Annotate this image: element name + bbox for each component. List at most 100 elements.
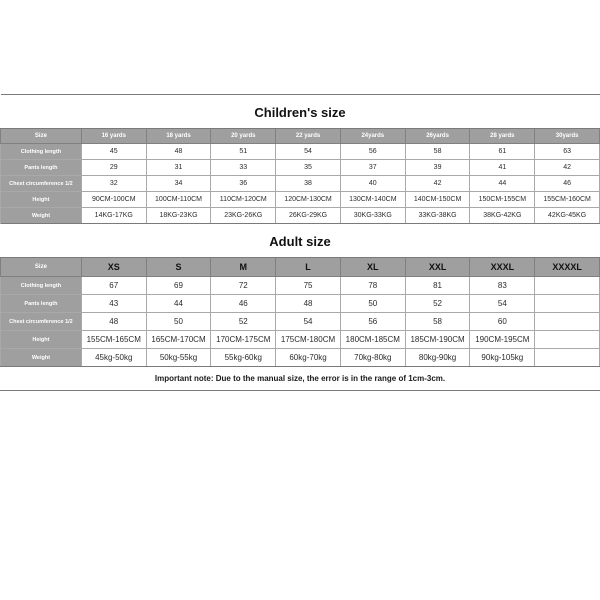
data-cell: 78 — [340, 277, 405, 295]
adult-header-cell: XXXXL — [535, 258, 600, 277]
children-header-cell: 22 yards — [276, 129, 341, 144]
data-cell: 40 — [340, 176, 405, 192]
data-cell: 58 — [405, 144, 470, 160]
data-cell: 56 — [340, 313, 405, 331]
data-cell: 44 — [470, 176, 535, 192]
data-cell: 190CM-195CM — [470, 331, 535, 349]
data-cell: 26KG-29KG — [276, 208, 341, 224]
data-cell: 30KG-33KG — [340, 208, 405, 224]
data-cell: 61 — [470, 144, 535, 160]
row-label: Chest circumference 1/2 — [1, 313, 82, 331]
data-cell: 58 — [405, 313, 470, 331]
row-label: Clothing length — [1, 144, 82, 160]
data-cell: 180CM-185CM — [340, 331, 405, 349]
row-label: Clothing length — [1, 277, 82, 295]
data-cell: 80kg-90kg — [405, 349, 470, 367]
data-cell: 150CM-155CM — [470, 192, 535, 208]
data-cell: 18KG-23KG — [146, 208, 211, 224]
children-header-cell: 20 yards — [211, 129, 276, 144]
data-cell: 54 — [470, 295, 535, 313]
row-label: Pants length — [1, 295, 82, 313]
data-cell: 37 — [340, 160, 405, 176]
data-cell: 38KG-42KG — [470, 208, 535, 224]
footnote-row: Important note: Due to the manual size, … — [0, 367, 600, 391]
row-label: Chest circumference 1/2 — [1, 176, 82, 192]
data-cell — [535, 331, 600, 349]
children-header-cell: 30yards — [535, 129, 600, 144]
data-cell: 155CM-165CM — [81, 331, 146, 349]
data-cell: 185CM-190CM — [405, 331, 470, 349]
data-cell: 54 — [276, 144, 341, 160]
data-cell: 81 — [405, 277, 470, 295]
data-cell: 51 — [211, 144, 276, 160]
data-cell: 130CM-140CM — [340, 192, 405, 208]
data-cell — [535, 277, 600, 295]
data-cell — [535, 313, 600, 331]
data-cell: 48 — [146, 144, 211, 160]
data-cell: 38 — [276, 176, 341, 192]
footnote-text: Important note: Due to the manual size, … — [0, 367, 600, 391]
data-cell: 33 — [211, 160, 276, 176]
data-cell: 52 — [211, 313, 276, 331]
row-label: Height — [1, 192, 82, 208]
data-cell: 50 — [340, 295, 405, 313]
adult-header-cell: S — [146, 258, 211, 277]
data-cell: 23KG-26KG — [211, 208, 276, 224]
data-cell: 70kg-80kg — [340, 349, 405, 367]
children-header-cell: 24yards — [340, 129, 405, 144]
data-cell: 35 — [276, 160, 341, 176]
data-cell: 72 — [211, 277, 276, 295]
data-cell: 175CM-180CM — [276, 331, 341, 349]
data-cell: 140CM-150CM — [405, 192, 470, 208]
data-cell: 54 — [276, 313, 341, 331]
data-cell: 170CM-175CM — [211, 331, 276, 349]
table-row: Pants length2931333537394142 — [1, 160, 600, 176]
data-cell: 83 — [470, 277, 535, 295]
adult-header-cell: XXXL — [470, 258, 535, 277]
data-cell — [535, 295, 600, 313]
adult-header-label: Size — [1, 258, 82, 277]
data-cell: 155CM-160CM — [535, 192, 600, 208]
table-row: Weight45kg-50kg50kg-55kg55kg-60kg60kg-70… — [1, 349, 600, 367]
data-cell: 110CM-120CM — [211, 192, 276, 208]
data-cell: 46 — [211, 295, 276, 313]
data-cell: 60kg-70kg — [276, 349, 341, 367]
data-cell: 32 — [81, 176, 146, 192]
table-row: Height155CM-165CM165CM-170CM170CM-175CM1… — [1, 331, 600, 349]
table-row: Chest circumference 1/248505254565860 — [1, 313, 600, 331]
data-cell: 39 — [405, 160, 470, 176]
children-header-label: Size — [1, 129, 82, 144]
data-cell: 42KG-45KG — [535, 208, 600, 224]
data-cell: 33KG-38KG — [405, 208, 470, 224]
row-label: Weight — [1, 208, 82, 224]
data-cell: 34 — [146, 176, 211, 192]
children-header-cell: 28 yards — [470, 129, 535, 144]
data-cell: 120CM-130CM — [276, 192, 341, 208]
data-cell: 42 — [535, 160, 600, 176]
data-cell: 75 — [276, 277, 341, 295]
data-cell: 36 — [211, 176, 276, 192]
table-row: Weight14KG-17KG18KG-23KG23KG-26KG26KG-29… — [1, 208, 600, 224]
data-cell: 50 — [146, 313, 211, 331]
data-cell — [535, 349, 600, 367]
data-cell: 100CM-110CM — [146, 192, 211, 208]
data-cell: 90CM-100CM — [81, 192, 146, 208]
data-cell: 31 — [146, 160, 211, 176]
adult-header-cell: M — [211, 258, 276, 277]
children-size-table: Children's size Size16 yards18 yards20 y… — [0, 94, 600, 224]
data-cell: 43 — [81, 295, 146, 313]
data-cell: 29 — [81, 160, 146, 176]
data-cell: 50kg-55kg — [146, 349, 211, 367]
data-cell: 48 — [276, 295, 341, 313]
data-cell: 48 — [81, 313, 146, 331]
data-cell: 55kg-60kg — [211, 349, 276, 367]
data-cell: 63 — [535, 144, 600, 160]
data-cell: 67 — [81, 277, 146, 295]
data-cell: 14KG-17KG — [81, 208, 146, 224]
table-row: Clothing length4548515456586163 — [1, 144, 600, 160]
table-row: Height90CM-100CM100CM-110CM110CM-120CM12… — [1, 192, 600, 208]
children-title: Children's size — [1, 95, 600, 129]
data-cell: 52 — [405, 295, 470, 313]
data-cell: 44 — [146, 295, 211, 313]
table-row: Pants length43444648505254 — [1, 295, 600, 313]
